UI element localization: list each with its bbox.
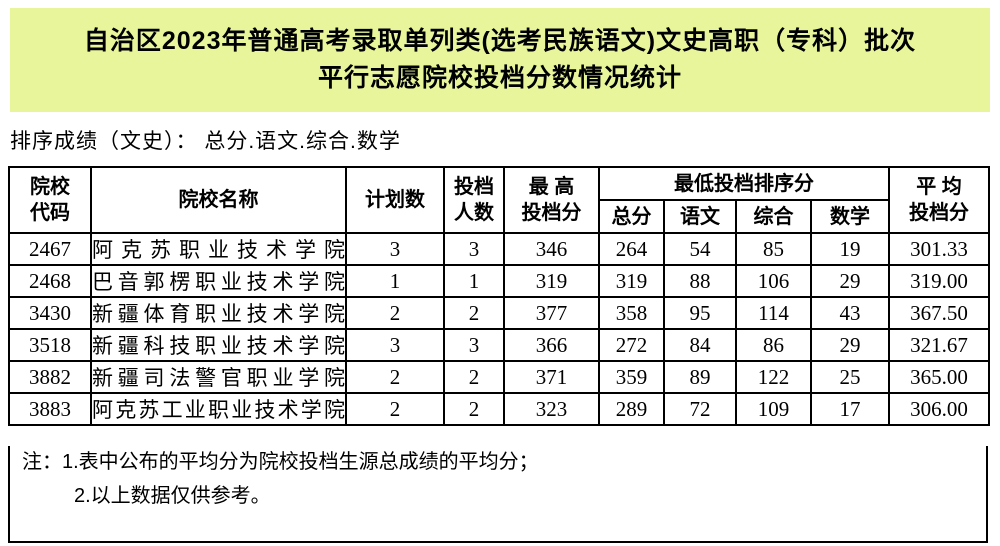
cell-min-total: 264 xyxy=(598,232,665,266)
cell-max-score: 366 xyxy=(503,328,600,362)
cell-min-chinese: 88 xyxy=(663,264,737,298)
cell-min-comprehensive: 85 xyxy=(735,232,812,266)
col-header-chinese: 语文 xyxy=(663,199,737,234)
page-title-line1: 自治区2023年普通高考录取单列类(选考民族语文)文史高职（专科）批次 xyxy=(83,27,917,55)
cell-filed-count: 2 xyxy=(443,296,505,330)
cell-min-chinese: 84 xyxy=(663,328,737,362)
cell-max-score: 377 xyxy=(503,296,600,330)
col-header-school-name: 院校名称 xyxy=(90,166,347,234)
note-line-2: 2.以上数据仅供参考。 xyxy=(74,485,271,507)
cell-avg-score: 321.67 xyxy=(888,328,990,362)
cell-min-total: 319 xyxy=(598,264,665,298)
col-header-math: 数学 xyxy=(810,199,890,234)
sort-rule-text: 排序成绩（文史）： 总分.语文.综合.数学 xyxy=(10,130,401,153)
cell-plan-count: 3 xyxy=(345,232,445,266)
table-row: 3518 新疆科技职业技术学院 3 3 366 272 84 86 29 321… xyxy=(8,328,990,362)
cell-school-name: 阿克苏职业技术学院 xyxy=(90,232,347,266)
cell-plan-count: 2 xyxy=(345,360,445,394)
cell-school-name: 新疆司法警官职业学院 xyxy=(90,360,347,394)
cell-avg-score: 301.33 xyxy=(888,232,990,266)
cell-school-name: 阿克苏工业职业技术学院 xyxy=(90,392,347,426)
cell-min-comprehensive: 109 xyxy=(735,392,812,426)
cell-min-total: 358 xyxy=(598,296,665,330)
cell-school-code: 3518 xyxy=(8,328,92,362)
cell-max-score: 371 xyxy=(503,360,600,394)
col-header-min-rank-group: 最低投档排序分 xyxy=(598,166,890,201)
header-row-1: 院校 代码 院校名称 计划数 投档 人数 最 高 投档分 最低投档排序分 平 均… xyxy=(8,166,990,234)
cell-min-comprehensive: 122 xyxy=(735,360,812,394)
table-row: 2467 阿克苏职业技术学院 3 3 346 264 54 85 19 301.… xyxy=(8,232,990,266)
cell-plan-count: 3 xyxy=(345,328,445,362)
cell-plan-count: 2 xyxy=(345,392,445,426)
cell-min-math: 25 xyxy=(810,360,890,394)
cell-school-code: 2468 xyxy=(8,264,92,298)
cell-avg-score: 365.00 xyxy=(888,360,990,394)
col-header-comprehensive: 综合 xyxy=(735,199,812,234)
cell-max-score: 346 xyxy=(503,232,600,266)
header-row-2: 总分 语文 综合 数学 xyxy=(9,199,989,234)
table-row: 3430 新疆体育职业技术学院 2 2 377 358 95 114 43 36… xyxy=(8,296,990,330)
cell-min-chinese: 95 xyxy=(663,296,737,330)
cell-min-total: 272 xyxy=(598,328,665,362)
cell-plan-count: 2 xyxy=(345,296,445,330)
cell-min-chinese: 72 xyxy=(663,392,737,426)
cell-school-name: 巴音郭楞职业技术学院 xyxy=(90,264,347,298)
cell-filed-count: 3 xyxy=(443,232,505,266)
cell-school-code: 3883 xyxy=(8,392,92,426)
cell-min-math: 19 xyxy=(810,232,890,266)
cell-min-math: 29 xyxy=(810,328,890,362)
table-row: 3883 阿克苏工业职业技术学院 2 2 323 289 72 109 17 3… xyxy=(8,392,990,426)
col-header-max-score: 最 高 投档分 xyxy=(503,166,600,234)
cell-school-code: 3882 xyxy=(8,360,92,394)
cell-school-code: 3430 xyxy=(8,296,92,330)
page-title-line2: 平行志愿院校投档分数情况统计 xyxy=(317,64,682,92)
cell-min-total: 359 xyxy=(598,360,665,394)
cell-min-comprehensive: 86 xyxy=(735,328,812,362)
cell-min-total: 289 xyxy=(598,392,665,426)
col-header-filed-count: 投档 人数 xyxy=(443,166,505,234)
col-header-avg-score: 平 均 投档分 xyxy=(888,166,990,234)
notes-section: 注：1.表中公布的平均分为院校投档生源总成绩的平均分； 2.以上数据仅供参考。 xyxy=(8,446,988,543)
cell-filed-count: 1 xyxy=(443,264,505,298)
cell-filed-count: 3 xyxy=(443,328,505,362)
cell-max-score: 319 xyxy=(503,264,600,298)
cell-min-math: 43 xyxy=(810,296,890,330)
cell-min-math: 17 xyxy=(810,392,890,426)
col-header-plan-count: 计划数 xyxy=(345,166,445,234)
cell-filed-count: 2 xyxy=(443,360,505,394)
cell-min-comprehensive: 114 xyxy=(735,296,812,330)
cell-plan-count: 1 xyxy=(345,264,445,298)
cell-max-score: 323 xyxy=(503,392,600,426)
cell-min-chinese: 89 xyxy=(663,360,737,394)
cell-avg-score: 306.00 xyxy=(888,392,990,426)
cell-filed-count: 2 xyxy=(443,392,505,426)
cell-school-name: 新疆科技职业技术学院 xyxy=(90,328,347,362)
cell-avg-score: 319.00 xyxy=(888,264,990,298)
note-line-1: 注：1.表中公布的平均分为院校投档生源总成绩的平均分； xyxy=(22,451,539,473)
col-header-total: 总分 xyxy=(598,199,665,234)
cell-min-comprehensive: 106 xyxy=(735,264,812,298)
cell-min-math: 29 xyxy=(810,264,890,298)
table-row: 2468 巴音郭楞职业技术学院 1 1 319 319 88 106 29 31… xyxy=(8,264,990,298)
cell-school-code: 2467 xyxy=(8,232,92,266)
scores-table: 院校 代码 院校名称 计划数 投档 人数 最 高 投档分 最低投档排序分 平 均… xyxy=(8,166,990,426)
col-header-school-code: 院校 代码 xyxy=(8,166,92,234)
title-banner: 自治区2023年普通高考录取单列类(选考民族语文)文史高职（专科）批次 平行志愿… xyxy=(10,8,990,112)
table-row: 3882 新疆司法警官职业学院 2 2 371 359 89 122 25 36… xyxy=(8,360,990,394)
cell-school-name: 新疆体育职业技术学院 xyxy=(90,296,347,330)
cell-avg-score: 367.50 xyxy=(888,296,990,330)
cell-min-chinese: 54 xyxy=(663,232,737,266)
